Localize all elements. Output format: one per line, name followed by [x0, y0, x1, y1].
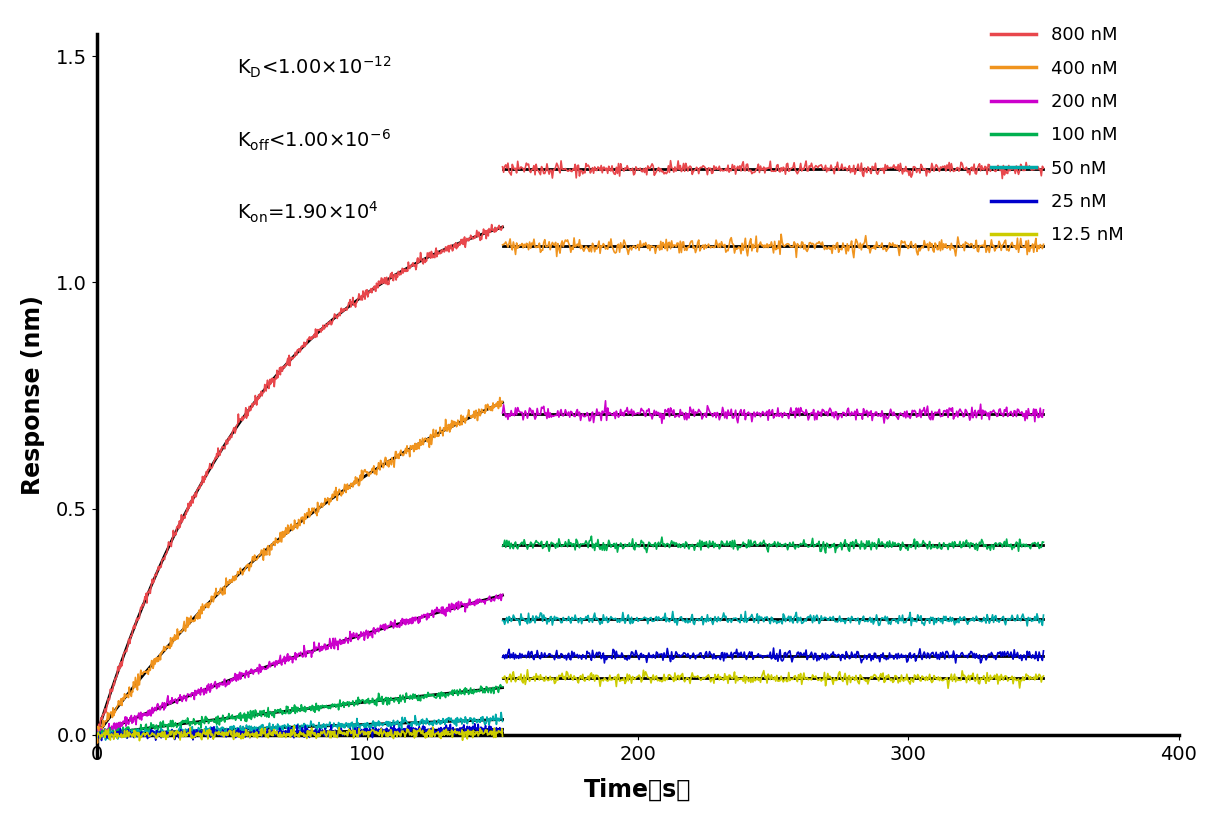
Text: K$_\mathrm{D}$<1.00×10$^{-12}$: K$_\mathrm{D}$<1.00×10$^{-12}$ [238, 55, 392, 81]
Text: K$_\mathrm{on}$=1.90×10$^{4}$: K$_\mathrm{on}$=1.90×10$^{4}$ [238, 200, 379, 225]
Legend: 800 nM, 400 nM, 200 nM, 100 nM, 50 nM, 25 nM, 12.5 nM: 800 nM, 400 nM, 200 nM, 100 nM, 50 nM, 2… [984, 19, 1130, 252]
X-axis label: Time（s）: Time（s） [585, 777, 692, 801]
Text: K$_\mathrm{off}$<1.00×10$^{-6}$: K$_\mathrm{off}$<1.00×10$^{-6}$ [238, 128, 391, 153]
Y-axis label: Response (nm): Response (nm) [21, 295, 45, 495]
